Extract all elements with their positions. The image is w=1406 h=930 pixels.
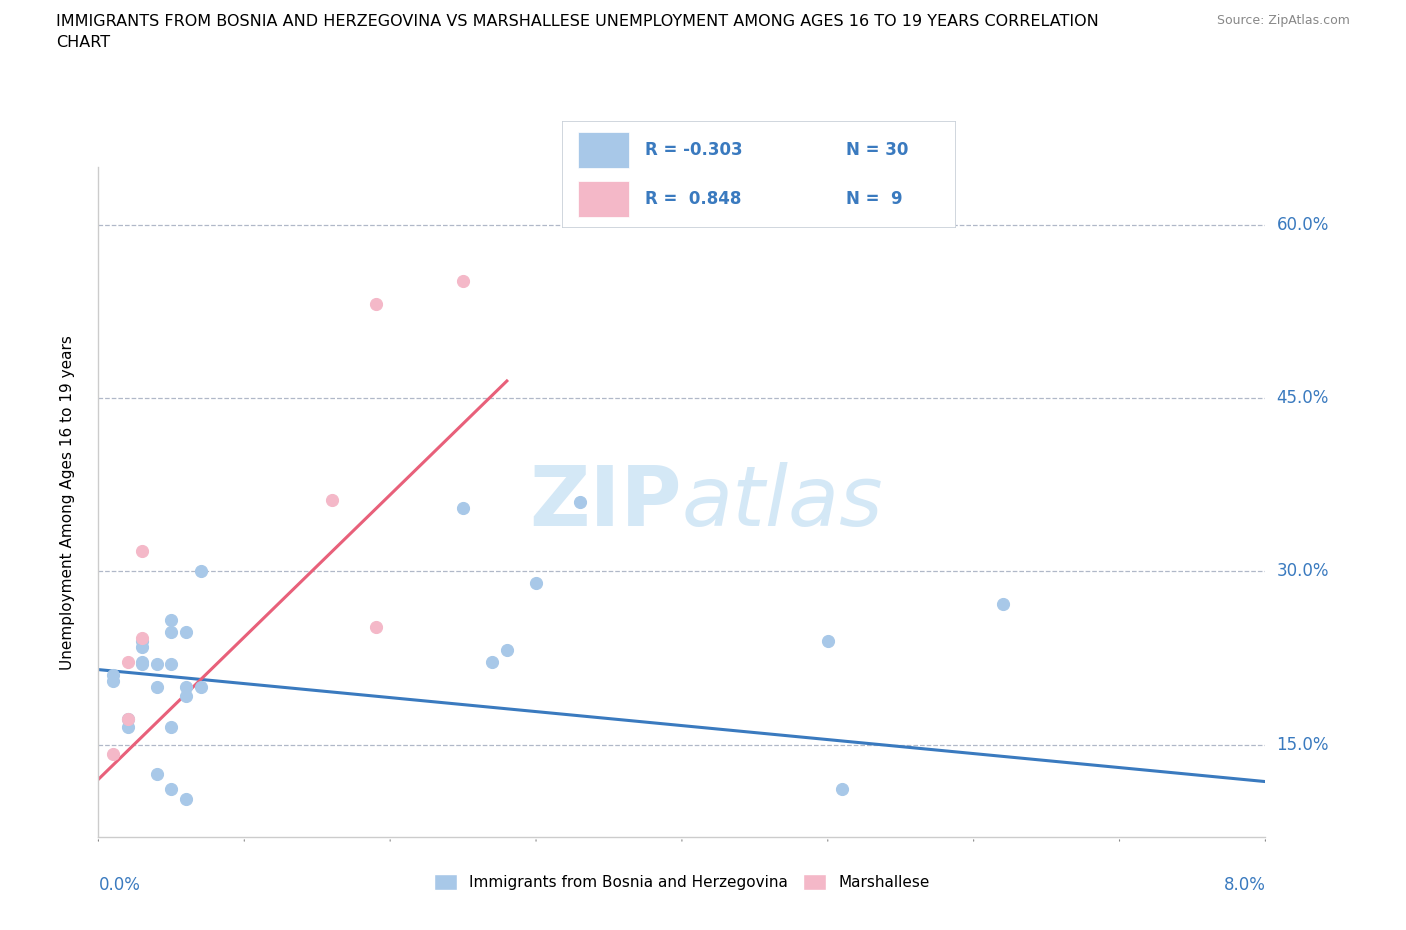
Text: N =  9: N = 9 [846,190,903,208]
Legend: Immigrants from Bosnia and Herzegovina, Marshallese: Immigrants from Bosnia and Herzegovina, … [427,868,936,897]
Point [364,296,387,311]
Point [160,624,183,639]
Point [101,673,124,688]
Text: R = -0.303: R = -0.303 [645,140,742,159]
Point [568,495,591,510]
Point [117,720,139,735]
Point [160,613,183,628]
Point [146,657,169,671]
Y-axis label: Unemployment Among Ages 16 to 19 years: Unemployment Among Ages 16 to 19 years [60,335,75,670]
Point [160,781,183,796]
Point [131,654,153,669]
Text: 45.0%: 45.0% [1277,390,1329,407]
Point [131,657,153,671]
Point [117,654,139,669]
FancyBboxPatch shape [562,121,956,228]
Point [321,493,343,508]
Text: 60.0%: 60.0% [1277,216,1329,234]
Point [364,619,387,634]
Point [481,654,503,669]
Text: R =  0.848: R = 0.848 [645,190,741,208]
Point [131,631,153,645]
Bar [578,180,630,218]
Point [117,711,139,726]
Point [160,720,183,735]
Point [190,680,212,695]
Text: 0.0%: 0.0% [98,876,141,894]
Point [146,680,169,695]
Point [174,680,197,695]
Point [101,747,124,762]
Point [190,564,212,578]
Text: 8.0%: 8.0% [1223,876,1265,894]
Text: atlas: atlas [682,461,883,543]
Point [991,596,1014,611]
Point [146,766,169,781]
Text: Source: ZipAtlas.com: Source: ZipAtlas.com [1216,14,1350,27]
Point [174,624,197,639]
Point [131,543,153,558]
Point [496,643,519,658]
Point [524,576,547,591]
Point [451,273,474,288]
Point [817,633,839,648]
Point [131,633,153,648]
Text: CHART: CHART [56,35,110,50]
Text: ZIP: ZIP [530,461,682,543]
Point [131,639,153,654]
Point [117,711,139,726]
Text: 30.0%: 30.0% [1277,563,1329,580]
Text: IMMIGRANTS FROM BOSNIA AND HERZEGOVINA VS MARSHALLESE UNEMPLOYMENT AMONG AGES 16: IMMIGRANTS FROM BOSNIA AND HERZEGOVINA V… [56,14,1099,29]
Point [831,781,853,796]
Point [160,657,183,671]
Point [451,500,474,515]
Text: 15.0%: 15.0% [1277,736,1329,753]
Text: N = 30: N = 30 [846,140,908,159]
Point [174,689,197,704]
Point [174,791,197,806]
Point [101,668,124,683]
Bar [578,131,630,168]
